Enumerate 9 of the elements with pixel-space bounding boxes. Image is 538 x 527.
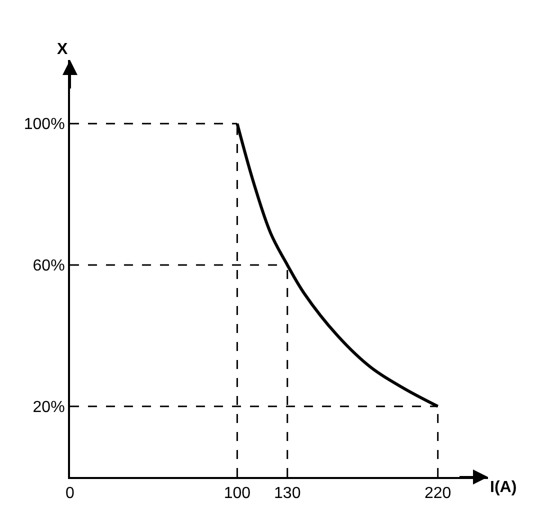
y-tick-label: 60% — [32, 258, 65, 275]
x-tick-label: 220 — [424, 485, 452, 502]
x-tick-label: 0 — [66, 485, 75, 502]
y-tick-label: 100% — [24, 116, 65, 134]
y-tick-label: 20% — [32, 398, 65, 416]
x-axis-title: I(A) — [490, 479, 517, 496]
x-tick-label: 100 — [224, 485, 251, 502]
x-tick-label: 130 — [274, 485, 301, 502]
y-axis-title: X — [57, 41, 68, 58]
